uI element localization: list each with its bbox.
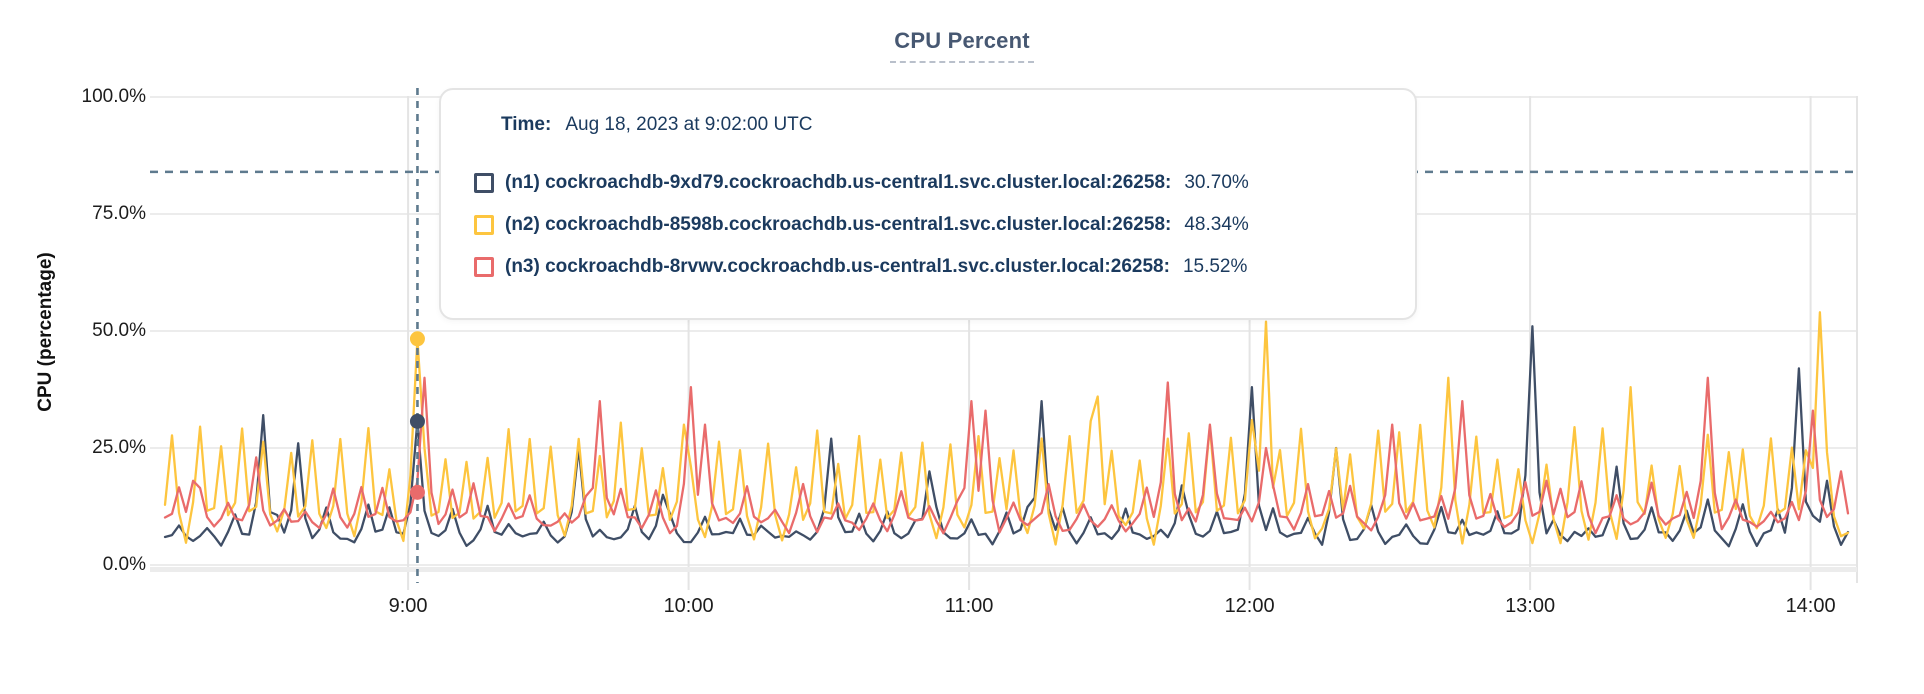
tooltip-time-value: Aug 18, 2023 at 9:02:00 UTC <box>565 114 813 135</box>
y-tick-75.0%: 75.0% <box>92 203 146 224</box>
series-line-n1 <box>163 325 1850 548</box>
series-host-label: (n2) cockroachdb-8598b.cockroachdb.us-ce… <box>505 214 1172 235</box>
series-hover-value: 48.34% <box>1184 214 1249 235</box>
series-hover-value: 15.52% <box>1182 256 1248 277</box>
y-tick-25.0%: 25.0% <box>92 437 146 458</box>
hover-point-n2 <box>409 331 425 347</box>
y-tick-100.0%: 100.0% <box>81 86 146 107</box>
tooltip-series-row-n3: (n3) cockroachdb-8rvwv.cockroachdb.us-ce… <box>474 246 1387 288</box>
series-line-n3 <box>163 376 1850 535</box>
x-tick-14:00: 14:00 <box>1785 595 1836 617</box>
series-swatch-n2 <box>474 215 494 235</box>
hover-point-n3 <box>409 484 425 500</box>
series-line-n2 <box>163 311 1850 546</box>
tooltip-series-row-n1: (n1) cockroachdb-9xd79.cockroachdb.us-ce… <box>474 162 1387 204</box>
x-tick-10:00: 10:00 <box>663 595 714 617</box>
tooltip-series-row-n2: (n2) cockroachdb-8598b.cockroachdb.us-ce… <box>474 204 1387 246</box>
x-tick-13:00: 13:00 <box>1505 595 1556 617</box>
x-axis-band <box>150 567 1857 572</box>
series-swatch-n3 <box>474 257 494 277</box>
hover-tooltip: Time: Aug 18, 2023 at 9:02:00 UTC (n1) co… <box>439 88 1417 320</box>
series-hover-value: 30.70% <box>1184 172 1249 193</box>
series-host-label: (n3) cockroachdb-8rvwv.cockroachdb.us-ce… <box>505 256 1170 277</box>
series-swatch-n1 <box>474 173 494 193</box>
tooltip-series-rows: (n1) cockroachdb-9xd79.cockroachdb.us-ce… <box>474 162 1387 288</box>
series-host-label: (n1) cockroachdb-9xd79.cockroachdb.us-ce… <box>505 172 1172 193</box>
tooltip-time-label: Time: <box>501 114 552 135</box>
y-tick-0.0%: 0.0% <box>102 554 146 575</box>
tooltip-time-row: Time: Aug 18, 2023 at 9:02:00 UTC <box>501 112 1387 138</box>
x-tick-9:00: 9:00 <box>388 595 428 617</box>
hover-point-n1 <box>409 413 425 429</box>
y-tick-50.0%: 50.0% <box>92 320 146 341</box>
x-tick-12:00: 12:00 <box>1224 595 1275 617</box>
x-tick-11:00: 11:00 <box>944 595 994 617</box>
